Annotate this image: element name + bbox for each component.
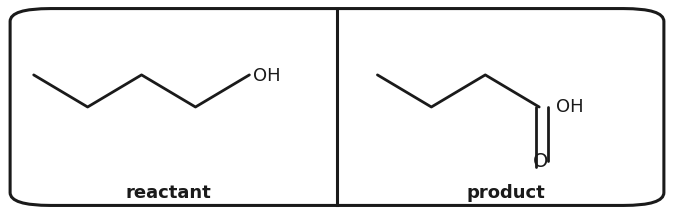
Text: OH: OH bbox=[556, 98, 584, 116]
FancyBboxPatch shape bbox=[10, 9, 664, 205]
Text: reactant: reactant bbox=[125, 184, 212, 202]
Text: O: O bbox=[533, 152, 548, 171]
Text: OH: OH bbox=[253, 67, 280, 85]
Text: product: product bbox=[466, 184, 545, 202]
